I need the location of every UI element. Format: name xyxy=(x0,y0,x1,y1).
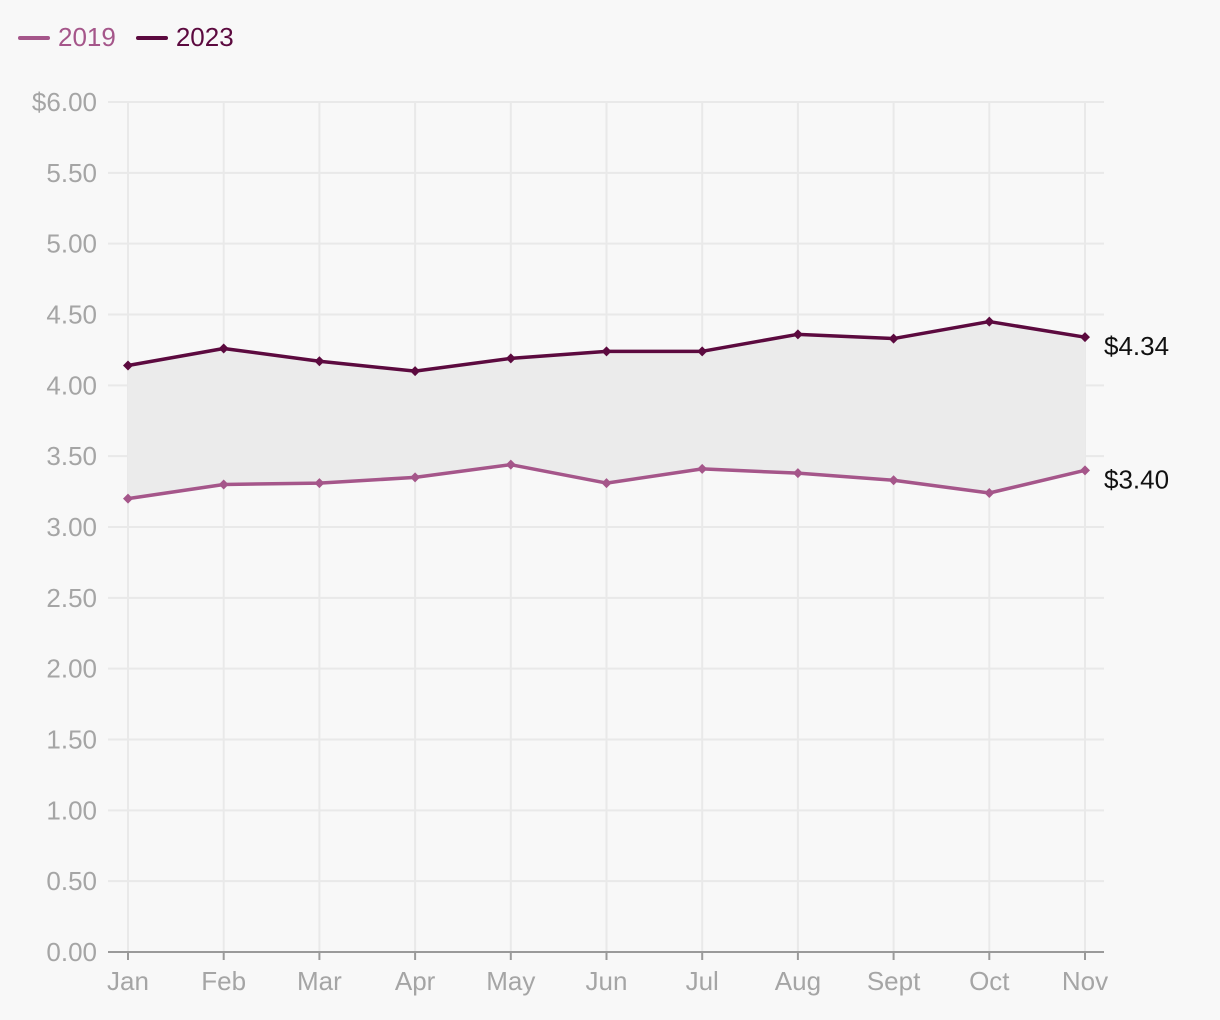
series xyxy=(123,316,1090,504)
x-tick-label: Jun xyxy=(586,966,628,996)
x-tick-label: Apr xyxy=(395,966,436,996)
data-point-2023[interactable] xyxy=(314,356,325,367)
data-point-2019[interactable] xyxy=(792,468,803,479)
x-tick-label: Jul xyxy=(686,966,719,996)
data-point-2023[interactable] xyxy=(410,366,421,377)
data-point-2023[interactable] xyxy=(601,346,612,357)
y-tick-label: 2.00 xyxy=(46,654,97,684)
band-area xyxy=(128,321,1085,499)
data-point-2019[interactable] xyxy=(123,493,133,504)
y-tick-label: 1.50 xyxy=(46,725,97,755)
legend-swatch-2019 xyxy=(18,35,50,40)
axes xyxy=(108,951,1104,960)
y-tick-label: 4.50 xyxy=(46,300,97,330)
y-tick-label: 0.50 xyxy=(46,866,97,896)
legend-label-2019: 2019 xyxy=(58,22,116,52)
x-tick-label: Sept xyxy=(867,966,921,996)
legend-swatch-2023 xyxy=(135,35,168,40)
chart-legend: 2019 2023 xyxy=(18,22,234,53)
data-point-2019[interactable] xyxy=(218,479,229,490)
y-tick-label: 2.50 xyxy=(46,583,97,613)
y-tick-label: 1.00 xyxy=(46,795,97,825)
end-value-label-2023: $4.34 xyxy=(1104,331,1169,361)
x-tick-label: Mar xyxy=(297,966,342,996)
data-point-2023[interactable] xyxy=(792,329,803,340)
data-point-2023[interactable] xyxy=(1080,332,1090,343)
legend-item-2023[interactable]: 2023 xyxy=(135,22,234,53)
data-point-2019[interactable] xyxy=(888,475,899,486)
y-tick-label: 5.50 xyxy=(46,158,97,188)
data-point-2019[interactable] xyxy=(314,478,325,489)
end-value-label-2019: $3.40 xyxy=(1104,464,1169,494)
y-tick-label: 3.50 xyxy=(46,441,97,471)
grid xyxy=(108,101,1104,952)
data-point-2023[interactable] xyxy=(123,360,133,371)
data-point-2019[interactable] xyxy=(410,472,421,483)
data-point-2019[interactable] xyxy=(984,488,995,498)
data-point-2023[interactable] xyxy=(697,346,708,357)
data-point-2019[interactable] xyxy=(601,478,612,489)
x-tick-label: Jan xyxy=(107,966,149,996)
y-tick-label: $6.00 xyxy=(32,87,97,117)
data-point-2019[interactable] xyxy=(1080,465,1090,476)
shaded-band xyxy=(128,321,1085,499)
legend-item-2019[interactable]: 2019 xyxy=(18,22,116,53)
data-point-2023[interactable] xyxy=(888,333,899,344)
data-point-2019[interactable] xyxy=(697,463,708,474)
x-tick-label: Aug xyxy=(775,966,821,996)
y-tick-label: 0.00 xyxy=(46,937,97,967)
labels: 0.00 0.50 1.00 1.50 2.00 2.50 3.00 3.50 4.00 4.50… xyxy=(32,87,1169,996)
legend-label-2023: 2023 xyxy=(175,22,234,52)
y-tick-label: 4.00 xyxy=(46,370,97,400)
x-tick-label: Feb xyxy=(201,966,246,996)
x-tick-label: May xyxy=(486,966,535,996)
y-tick-label: 5.00 xyxy=(46,229,97,259)
x-tick-label: Oct xyxy=(969,966,1010,996)
y-tick-label: 3.00 xyxy=(46,512,97,542)
data-point-2023[interactable] xyxy=(218,343,229,354)
data-point-2019[interactable] xyxy=(505,459,516,470)
data-point-2023[interactable] xyxy=(984,316,995,327)
data-point-2023[interactable] xyxy=(505,353,516,364)
x-tick-label: Nov xyxy=(1062,966,1108,996)
